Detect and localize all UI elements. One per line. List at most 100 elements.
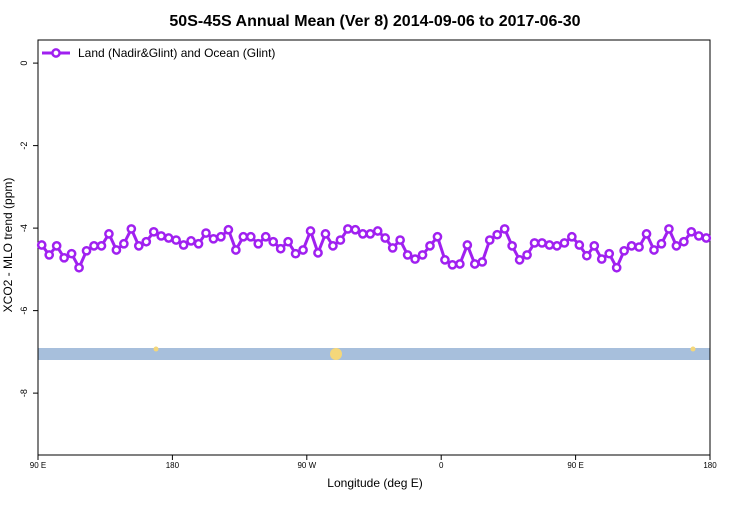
data-point	[596, 254, 607, 264]
data-point	[686, 226, 697, 237]
map-strip	[38, 348, 710, 360]
data-point	[365, 229, 376, 239]
data-point	[111, 245, 122, 255]
data-point	[231, 245, 241, 255]
data-point	[343, 224, 353, 234]
data-point	[216, 231, 226, 242]
data-point	[357, 229, 368, 239]
data-point	[186, 236, 196, 246]
data-point	[81, 245, 92, 256]
data-point	[395, 235, 405, 245]
data-point	[178, 240, 189, 250]
data-point	[253, 238, 264, 249]
data-point	[641, 229, 652, 239]
data-point	[96, 240, 107, 251]
data-point	[462, 240, 473, 250]
data-point	[477, 257, 488, 267]
x-tick-label: 180	[703, 461, 717, 470]
land-spot	[153, 346, 159, 352]
data-point	[260, 231, 271, 242]
x-tick-label: 90 W	[297, 461, 316, 470]
data-point	[387, 243, 398, 253]
data-point	[59, 252, 69, 263]
data-point	[148, 226, 159, 237]
data-point	[171, 235, 181, 245]
data-point	[51, 240, 62, 251]
data-point	[402, 250, 413, 260]
data-point	[499, 224, 510, 234]
data-point	[201, 228, 211, 238]
data-point	[507, 240, 517, 251]
data-point	[89, 240, 99, 251]
data-point	[268, 236, 279, 247]
data-point	[133, 240, 144, 251]
legend-label: Land (Nadir&Glint) and Ocean (Glint)	[78, 46, 275, 60]
data-point	[350, 224, 361, 235]
data-point	[701, 233, 712, 243]
data-point	[469, 259, 480, 269]
data-point	[567, 231, 577, 242]
data-point	[529, 238, 540, 248]
data-point	[559, 238, 570, 248]
data-point	[193, 238, 204, 249]
data-point	[656, 238, 667, 249]
y-tick-label: -4	[19, 224, 29, 232]
y-tick-label: -6	[19, 307, 29, 315]
data-point	[634, 242, 644, 252]
y-tick-label: -8	[19, 389, 29, 397]
data-point	[604, 248, 615, 259]
data-point	[126, 224, 137, 234]
data-point	[611, 262, 622, 273]
data-point	[440, 255, 450, 265]
data-point	[447, 259, 458, 270]
data-point	[305, 226, 316, 236]
data-point	[141, 236, 152, 247]
data-point	[664, 224, 674, 234]
land-spot	[330, 348, 342, 360]
data-point	[104, 229, 114, 239]
data-point	[537, 238, 547, 248]
data-point	[290, 248, 301, 259]
data-point	[223, 224, 234, 235]
data-point	[626, 240, 637, 251]
x-tick-label: 90 E	[30, 461, 46, 470]
y-tick-label: 0	[19, 61, 29, 66]
data-point	[372, 226, 383, 236]
data-point	[163, 233, 174, 243]
data-point	[283, 236, 293, 247]
data-point	[581, 250, 592, 261]
data-point	[417, 250, 428, 260]
data-point	[320, 229, 331, 239]
x-tick-label: 0	[439, 461, 444, 470]
data-point	[425, 240, 435, 251]
data-point	[410, 254, 420, 264]
data-point	[514, 255, 525, 265]
data-point	[298, 245, 308, 255]
data-point	[649, 245, 659, 255]
x-axis-title: Longitude (deg E)	[327, 476, 422, 490]
data-point	[245, 231, 256, 242]
data-point	[156, 231, 167, 241]
y-axis-title: XCO2 - MLO trend (ppm)	[1, 178, 15, 313]
data-point	[44, 250, 55, 260]
data-point	[693, 231, 704, 241]
data-point	[328, 240, 338, 251]
data-point	[522, 250, 532, 260]
data-point	[671, 240, 682, 251]
data-point	[574, 240, 585, 250]
data-point	[119, 238, 129, 249]
data-point	[589, 240, 600, 251]
data-point	[36, 240, 47, 250]
data-point	[484, 235, 495, 245]
data-point	[313, 248, 323, 258]
data-point	[455, 259, 465, 269]
land-spot	[690, 346, 696, 352]
data-point	[619, 245, 629, 256]
data-point	[380, 233, 391, 243]
data-point	[679, 236, 689, 247]
data-point	[238, 231, 249, 242]
data-point	[66, 248, 77, 259]
legend-marker	[51, 48, 61, 58]
data-point	[432, 231, 443, 242]
